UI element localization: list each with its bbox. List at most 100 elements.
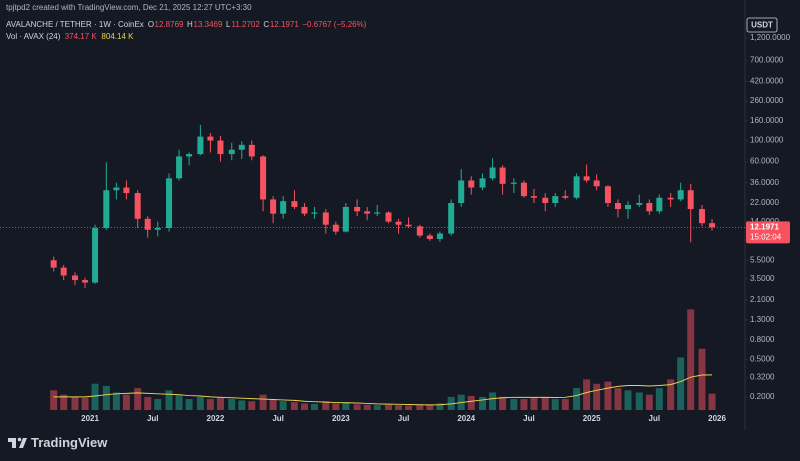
volume-bar: [238, 400, 246, 410]
candle-body: [301, 206, 308, 214]
x-tick-label: Jul: [272, 414, 284, 423]
candle-body: [71, 275, 78, 281]
volume-bar: [604, 381, 612, 410]
candle-body: [197, 136, 204, 155]
ohlc-value: 12.1971: [270, 20, 299, 29]
volume-bar: [112, 392, 120, 410]
candle-body: [238, 144, 245, 150]
candle-body: [144, 218, 151, 230]
y-tick-label: 0.3200: [750, 373, 775, 382]
candle-body: [562, 196, 569, 198]
x-tick-label: Jul: [523, 414, 535, 423]
candle-body: [354, 206, 361, 212]
y-tick-label: 1,200.0000: [750, 33, 791, 42]
volume-bar: [91, 383, 99, 410]
volume-bar: [144, 396, 152, 410]
candle-body: [113, 187, 120, 191]
y-tick-label: 36.0000: [750, 178, 779, 187]
x-tick-label: 2022: [207, 414, 225, 423]
candle-body: [667, 197, 674, 200]
candle-body: [311, 212, 318, 214]
currency[interactable]: USDT: [751, 21, 773, 30]
volume-bar: [624, 390, 632, 410]
symbol: AVALANCHE / TETHER · 1W · CoinEx: [6, 20, 144, 29]
volume-pane: [50, 309, 716, 410]
volume-bar: [436, 403, 444, 410]
volume-bar: [300, 403, 308, 410]
volume-bar: [541, 396, 549, 410]
ohlc-value: 13.3469: [194, 20, 223, 29]
x-tick-label: 2025: [583, 414, 601, 423]
candle-body: [60, 267, 67, 276]
volume-bar: [175, 394, 183, 410]
volume-bar: [698, 348, 706, 410]
candle-body: [542, 197, 549, 204]
candle-body: [186, 154, 193, 157]
candle-body: [646, 203, 653, 212]
volume-bar: [322, 401, 330, 410]
candle-body: [374, 212, 381, 214]
volume-bar: [561, 399, 569, 410]
volume-bar: [290, 402, 298, 410]
volume-bar: [165, 390, 173, 410]
volume-bar: [228, 399, 236, 410]
ohlc-label: C: [263, 20, 269, 29]
candle-body: [154, 228, 161, 230]
volume-bar: [416, 405, 424, 410]
ohlc-value: 12.8769: [155, 20, 184, 29]
candle-body: [573, 176, 580, 198]
y-tick-label: 3.5000: [750, 274, 775, 283]
y-tick-label: 0.2000: [750, 392, 775, 401]
last-price: 12.1971: [750, 222, 779, 231]
y-tick-label: 700.0000: [750, 55, 784, 64]
volume-bar: [50, 390, 58, 410]
candle-body: [322, 212, 329, 225]
candle-body: [479, 178, 486, 188]
volume-bar: [185, 399, 193, 410]
volume-bar: [395, 405, 403, 410]
candle-body: [134, 193, 141, 219]
volume-bar: [332, 403, 340, 410]
volume-bar: [489, 392, 497, 410]
candle-body: [709, 223, 716, 228]
volume-name: Vol · AVAX (24): [6, 32, 61, 41]
volume-bar: [279, 401, 287, 410]
y-tick-label: 0.5000: [750, 354, 775, 363]
y-tick-label: 420.0000: [750, 76, 784, 85]
x-tick-label: 2024: [457, 414, 475, 423]
volume-bar: [81, 397, 89, 410]
volume-bar: [363, 404, 371, 410]
last-price-box: [746, 221, 790, 244]
volume-bar: [499, 396, 507, 410]
x-tick-label: 2026: [708, 414, 726, 423]
candle-body: [687, 190, 694, 210]
candle-body: [291, 201, 298, 207]
candle-body: [416, 226, 423, 236]
countdown: 15:02:04: [750, 232, 782, 241]
candle-body: [593, 180, 600, 187]
candle-body: [604, 186, 611, 204]
volume-bar: [677, 357, 685, 410]
volume-bar: [614, 388, 622, 410]
y-tick-label: 22.0000: [750, 198, 779, 207]
candle-body: [448, 203, 455, 234]
volume-bar: [154, 399, 162, 410]
currency-box[interactable]: [746, 17, 778, 33]
volume-bar: [196, 396, 204, 410]
candle-body: [510, 182, 517, 184]
candle-body: [103, 190, 110, 229]
volume-bar: [479, 396, 487, 410]
x-tick-label: Jul: [398, 414, 410, 423]
volume-bar: [426, 404, 434, 410]
x-tick-label: Jul: [649, 414, 661, 423]
candle-body: [50, 260, 57, 268]
volume-bar: [342, 402, 350, 410]
volume-bar: [122, 394, 130, 410]
volume-bar: [655, 388, 663, 410]
volume-bar: [384, 404, 392, 410]
volume-bar: [216, 396, 224, 410]
candle-body: [385, 212, 392, 222]
volume-bar: [687, 309, 695, 410]
logo-slash: [19, 438, 27, 448]
